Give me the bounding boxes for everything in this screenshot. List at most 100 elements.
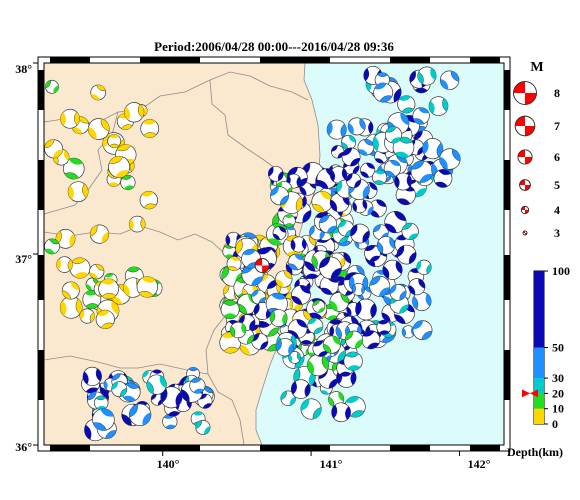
beachball xyxy=(107,134,122,149)
beachball xyxy=(329,292,350,312)
beachball xyxy=(108,155,131,178)
beachball xyxy=(98,278,119,300)
beachball xyxy=(311,191,333,213)
beachball xyxy=(372,169,388,185)
depth-marker xyxy=(522,389,538,398)
magnitude-legend-label: 5 xyxy=(554,178,560,192)
magnitude-legend-label: 7 xyxy=(554,119,560,133)
beachball xyxy=(59,296,83,319)
frame-bar xyxy=(470,57,500,63)
beachball xyxy=(229,321,247,339)
beachball xyxy=(352,198,368,214)
beachball xyxy=(272,226,287,240)
mainshock-marker xyxy=(254,258,270,273)
beachball xyxy=(275,337,295,357)
beachball xyxy=(397,95,416,114)
frame-bar xyxy=(140,445,200,451)
lon-label-140: 140° xyxy=(157,457,180,471)
beachball xyxy=(372,224,389,241)
beachball xyxy=(280,390,296,407)
beachball xyxy=(79,308,95,324)
beachball xyxy=(220,300,240,319)
beachball xyxy=(361,330,381,350)
depth-band xyxy=(534,393,544,409)
beachball xyxy=(87,118,110,140)
beachball xyxy=(383,159,402,178)
beachball xyxy=(290,379,311,399)
beachball xyxy=(67,181,89,203)
beachball xyxy=(394,172,413,191)
magnitude-legend-item: 8 xyxy=(513,81,560,105)
beachball xyxy=(389,284,407,301)
frame-bar xyxy=(390,445,430,451)
magnitude-legend-header: M xyxy=(530,60,543,75)
magnitude-legend-item: 5 xyxy=(519,178,560,192)
beachball xyxy=(359,162,376,178)
depth-band xyxy=(534,271,544,348)
beachball xyxy=(357,139,375,156)
beachball xyxy=(384,126,403,144)
beachball xyxy=(290,236,307,253)
beachball xyxy=(439,148,461,170)
beachball xyxy=(269,309,288,327)
beachball xyxy=(410,160,434,183)
beachball xyxy=(439,70,460,90)
beachball xyxy=(45,79,59,94)
beachball xyxy=(60,108,80,129)
beachball xyxy=(351,282,365,296)
longitude-labels: 140° 141° 142° xyxy=(157,457,491,471)
beachball xyxy=(251,332,269,350)
frame-bar xyxy=(38,70,44,110)
depth-band xyxy=(534,378,544,394)
beachball xyxy=(433,169,453,188)
beachball xyxy=(307,317,324,334)
frame-bar xyxy=(38,255,44,300)
beachball xyxy=(392,136,415,159)
beachball xyxy=(189,377,206,394)
frame-bar xyxy=(504,70,510,110)
magnitude-legend: M 8 7 6 5 4 3 xyxy=(513,60,560,240)
beachball xyxy=(300,398,322,420)
beachball xyxy=(341,147,361,167)
beachball xyxy=(226,256,242,272)
lat-label-36: 36° xyxy=(15,440,32,454)
beachball xyxy=(111,381,128,398)
beachball xyxy=(417,66,437,86)
depth-band xyxy=(534,408,544,424)
beachball xyxy=(287,319,308,339)
beachball xyxy=(267,165,284,182)
frame-bar xyxy=(260,57,330,63)
beachball xyxy=(401,222,419,241)
frame-bar xyxy=(260,445,330,451)
frame-bar xyxy=(50,57,90,63)
magnitude-legend-label: 4 xyxy=(554,203,560,217)
beachball xyxy=(329,166,348,184)
depth-unit-label: Depth(km) xyxy=(507,445,563,459)
frame-bar xyxy=(504,160,510,210)
beachball xyxy=(382,259,403,280)
beachball xyxy=(140,119,160,138)
frame-bar xyxy=(504,350,510,400)
axis-ticks xyxy=(33,62,460,456)
beachball xyxy=(90,84,107,101)
beachball xyxy=(347,117,366,136)
beachball xyxy=(376,319,392,335)
map-frame xyxy=(37,56,511,452)
beachball xyxy=(319,256,342,280)
beachball xyxy=(318,215,338,234)
beachball xyxy=(136,276,158,298)
beachball xyxy=(123,102,145,123)
beachball xyxy=(270,186,289,206)
latitude-labels: 38° 37° 36° xyxy=(15,62,32,454)
beachball xyxy=(44,238,60,255)
beachball xyxy=(331,145,345,159)
beachball xyxy=(337,220,355,237)
beachball xyxy=(355,298,377,321)
lon-label-141: 141° xyxy=(320,457,343,471)
magnitude-legend-item: 3 xyxy=(522,226,560,240)
beachball xyxy=(95,309,115,329)
beachball xyxy=(89,224,110,244)
beachball xyxy=(326,119,347,140)
beachball xyxy=(44,139,64,159)
